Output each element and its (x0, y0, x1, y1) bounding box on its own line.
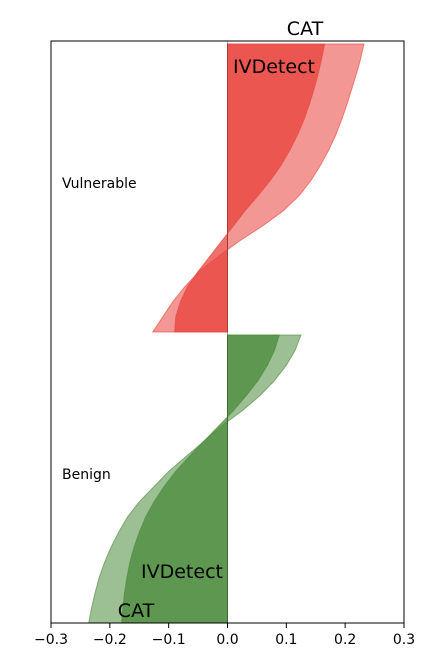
label-layer: Vulnerable Benign CAT IVDetect IVDetect CAT (62, 18, 324, 622)
x-tick-label: 0.2 (334, 632, 356, 648)
x-tick-label: −0.1 (152, 632, 186, 648)
x-tick-label: −0.2 (93, 632, 127, 648)
x-tick-label: −0.3 (34, 632, 68, 648)
area-benign-ivdetect (121, 334, 280, 624)
x-tick-label: 0.3 (393, 632, 415, 648)
series-label-ivdetect: IVDetect (233, 56, 315, 78)
x-axis: −0.3 −0.2 −0.1 0.0 0.1 0.2 0.3 (34, 623, 415, 648)
series-label-ivdetect: IVDetect (141, 561, 223, 583)
area-layer (88, 41, 365, 624)
area-vulnerable-ivdetect (174, 43, 326, 333)
x-tick-label: 0.1 (275, 632, 297, 648)
group-label-benign: Benign (62, 467, 111, 483)
series-label-cat: CAT (118, 600, 155, 622)
series-label-cat: CAT (287, 18, 324, 40)
x-tick-label: 0.0 (216, 632, 238, 648)
group-label-vulnerable: Vulnerable (62, 176, 137, 192)
